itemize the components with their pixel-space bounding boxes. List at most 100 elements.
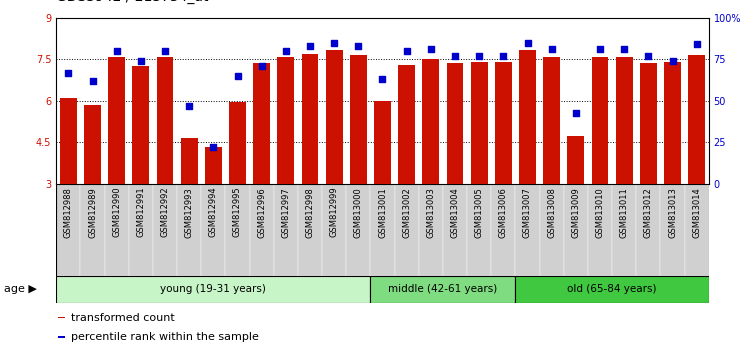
Bar xyxy=(685,184,709,276)
Bar xyxy=(661,184,685,276)
Bar xyxy=(419,184,443,276)
Text: GSM813014: GSM813014 xyxy=(692,187,701,238)
Point xyxy=(618,46,630,52)
Bar xyxy=(58,317,65,318)
Text: GSM812998: GSM812998 xyxy=(305,187,314,238)
Bar xyxy=(612,184,636,276)
Point xyxy=(207,145,219,150)
Bar xyxy=(467,184,491,276)
Text: GSM812997: GSM812997 xyxy=(281,187,290,238)
Text: GSM813012: GSM813012 xyxy=(644,187,652,238)
Bar xyxy=(588,184,612,276)
Bar xyxy=(302,54,319,184)
Text: GSM812994: GSM812994 xyxy=(209,187,218,238)
Point xyxy=(594,46,606,52)
Bar xyxy=(56,184,709,276)
Bar xyxy=(471,62,488,184)
Bar xyxy=(370,184,394,276)
Bar xyxy=(543,57,560,184)
Point xyxy=(304,43,316,49)
Bar xyxy=(346,184,370,276)
Bar xyxy=(80,184,104,276)
Bar xyxy=(56,184,80,276)
Text: GSM812990: GSM812990 xyxy=(112,187,122,238)
Bar xyxy=(422,59,439,184)
Bar xyxy=(181,138,197,184)
Bar xyxy=(326,50,343,184)
Bar xyxy=(104,184,129,276)
Bar xyxy=(250,184,274,276)
Text: GSM812995: GSM812995 xyxy=(233,187,242,238)
Bar xyxy=(56,276,370,303)
Bar xyxy=(298,184,322,276)
Text: GSM813009: GSM813009 xyxy=(572,187,580,238)
Point xyxy=(570,110,582,115)
Bar xyxy=(322,184,346,276)
Text: GSM812989: GSM812989 xyxy=(88,187,97,238)
Text: GSM813001: GSM813001 xyxy=(378,187,387,238)
Point xyxy=(424,46,436,52)
Text: GSM813010: GSM813010 xyxy=(596,187,604,238)
Point xyxy=(86,78,98,84)
Bar xyxy=(491,184,515,276)
Bar xyxy=(370,276,515,303)
Text: GSM812993: GSM812993 xyxy=(184,187,194,238)
Bar xyxy=(84,105,101,184)
Bar xyxy=(60,98,76,184)
Point xyxy=(400,48,412,54)
Text: GDS3942 / 213734_at: GDS3942 / 213734_at xyxy=(56,0,208,4)
Text: GSM812991: GSM812991 xyxy=(136,187,146,238)
Point xyxy=(352,43,364,49)
Text: GSM813000: GSM813000 xyxy=(354,187,363,238)
Bar xyxy=(274,184,298,276)
Point xyxy=(232,73,244,79)
Text: GSM813003: GSM813003 xyxy=(426,187,435,238)
Bar xyxy=(443,184,467,276)
Point xyxy=(328,40,340,46)
Text: GSM812988: GSM812988 xyxy=(64,187,73,238)
Bar xyxy=(153,184,177,276)
Point xyxy=(642,53,654,59)
Point xyxy=(183,103,195,109)
Bar xyxy=(515,184,539,276)
Point xyxy=(280,48,292,54)
Bar xyxy=(636,184,661,276)
Point xyxy=(667,58,679,64)
Bar xyxy=(567,136,584,184)
Bar xyxy=(226,184,250,276)
Point xyxy=(473,53,485,59)
Text: old (65-84 years): old (65-84 years) xyxy=(567,284,657,295)
Text: GSM813008: GSM813008 xyxy=(548,187,556,238)
Bar xyxy=(446,63,464,184)
Bar xyxy=(394,184,418,276)
Point xyxy=(521,40,533,46)
Point xyxy=(159,48,171,54)
Bar xyxy=(350,55,367,184)
Bar xyxy=(132,66,149,184)
Bar xyxy=(201,184,226,276)
Text: age ▶: age ▶ xyxy=(4,284,37,295)
Text: GSM812999: GSM812999 xyxy=(330,187,339,238)
Point xyxy=(546,46,558,52)
Bar xyxy=(515,276,709,303)
Text: GSM813007: GSM813007 xyxy=(523,187,532,238)
Point xyxy=(376,76,388,82)
Text: transformed count: transformed count xyxy=(70,313,174,323)
Text: GSM812992: GSM812992 xyxy=(160,187,170,238)
Bar xyxy=(640,63,657,184)
Text: percentile rank within the sample: percentile rank within the sample xyxy=(70,332,259,342)
Bar xyxy=(495,62,512,184)
Text: young (19-31 years): young (19-31 years) xyxy=(160,284,266,295)
Bar xyxy=(58,337,65,338)
Bar xyxy=(688,55,705,184)
Bar xyxy=(539,184,564,276)
Bar xyxy=(108,57,125,184)
Bar xyxy=(157,57,173,184)
Bar xyxy=(519,50,536,184)
Text: GSM813004: GSM813004 xyxy=(451,187,460,238)
Bar xyxy=(129,184,153,276)
Bar xyxy=(278,57,294,184)
Bar xyxy=(229,102,246,184)
Bar xyxy=(564,184,588,276)
Bar xyxy=(616,57,632,184)
